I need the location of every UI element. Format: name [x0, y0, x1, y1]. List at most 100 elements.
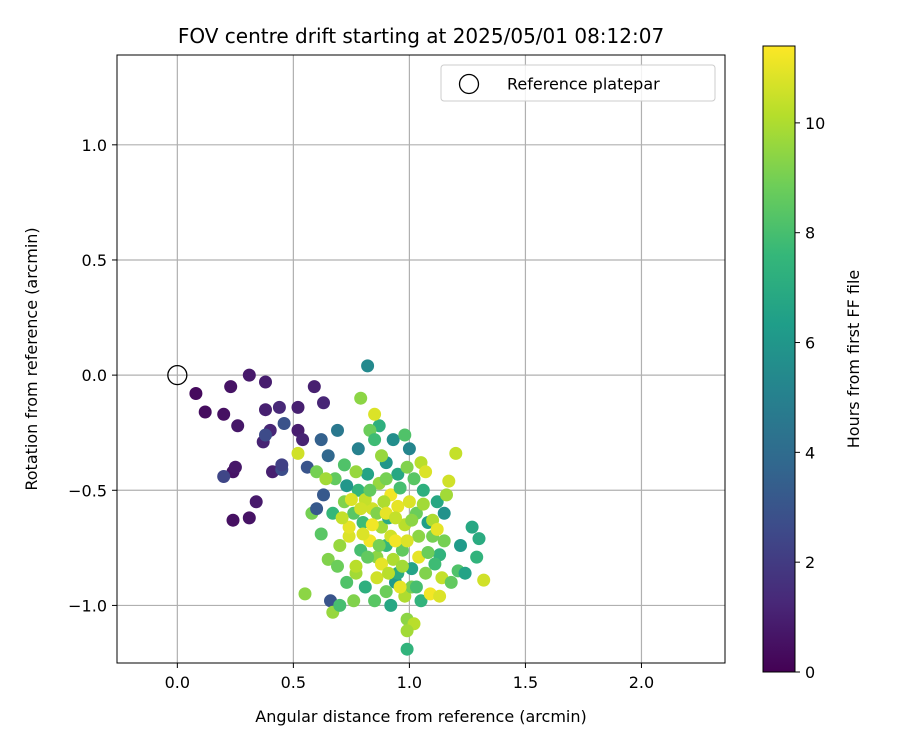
data-point — [444, 575, 458, 589]
data-point — [454, 539, 467, 552]
data-point — [384, 598, 398, 612]
data-point — [356, 527, 370, 541]
data-point — [310, 502, 324, 516]
data-point — [398, 428, 412, 442]
data-point — [291, 446, 305, 460]
data-point — [472, 532, 486, 546]
data-point — [319, 472, 333, 486]
colorbar-tick-label: 4 — [805, 443, 815, 462]
data-point — [400, 642, 414, 656]
data-point — [272, 400, 286, 414]
data-point — [259, 375, 272, 389]
data-point — [407, 472, 421, 486]
data-point — [361, 550, 375, 564]
data-point — [368, 594, 382, 608]
data-point — [405, 513, 419, 527]
data-point — [402, 495, 416, 509]
data-point — [224, 380, 238, 394]
x-axis-label: Angular distance from reference (arcmin) — [255, 707, 586, 726]
colorbar-tick-label: 2 — [805, 553, 815, 572]
data-point — [342, 520, 356, 534]
data-point — [307, 380, 321, 394]
data-point — [321, 552, 335, 566]
colorbar: 0 2 4 6 8 10 Hours from first FF file — [762, 45, 863, 682]
data-point — [391, 467, 405, 481]
colorbar-tick-label: 10 — [805, 114, 825, 133]
data-point — [393, 481, 407, 495]
data-point — [337, 458, 351, 472]
data-point — [379, 472, 393, 486]
data-point — [395, 559, 409, 573]
data-point — [242, 511, 256, 525]
data-point — [333, 598, 347, 612]
data-point — [349, 465, 363, 479]
legend-box — [440, 64, 716, 102]
data-point — [298, 587, 312, 601]
data-point — [351, 483, 365, 497]
data-point — [249, 495, 263, 509]
y-tick-label: −1.0 — [68, 596, 107, 615]
data-point — [331, 559, 344, 573]
y-tick-label: −0.5 — [68, 481, 107, 500]
data-points — [189, 359, 491, 656]
y-tick-label: 1.0 — [82, 136, 107, 155]
data-point — [382, 566, 395, 580]
data-point — [368, 407, 382, 421]
data-point — [389, 511, 402, 525]
data-point — [458, 566, 472, 580]
data-point — [365, 518, 379, 532]
reference-platepar-marker — [167, 364, 188, 386]
colorbar-fill — [763, 46, 795, 672]
data-point — [328, 472, 342, 486]
data-point — [386, 552, 400, 566]
data-point — [386, 433, 400, 447]
data-point — [414, 594, 428, 608]
data-point — [391, 499, 405, 513]
x-tick-label: 1.0 — [397, 673, 422, 692]
y-tick-label: 0.0 — [82, 366, 107, 385]
data-point — [412, 529, 426, 543]
data-point — [375, 449, 388, 463]
data-point — [440, 488, 453, 502]
data-point — [400, 460, 414, 474]
data-point — [217, 470, 231, 483]
legend: Reference platepar — [440, 64, 716, 102]
data-point — [375, 557, 388, 571]
data-point — [317, 488, 330, 502]
data-point — [259, 428, 272, 442]
data-point — [361, 467, 375, 481]
data-point — [377, 495, 391, 509]
plot-area-frame — [116, 54, 726, 664]
data-point — [226, 513, 240, 527]
data-point — [340, 575, 354, 589]
y-axis-label: Rotation from reference (arcmin) — [22, 227, 41, 490]
data-point — [259, 403, 272, 417]
data-point — [314, 433, 328, 447]
data-point — [379, 585, 393, 599]
data-point — [393, 580, 407, 594]
data-point — [430, 495, 444, 509]
data-point — [333, 539, 347, 552]
data-point — [217, 407, 231, 421]
x-tick-label: 0.5 — [281, 673, 306, 692]
data-point — [331, 423, 344, 437]
x-tick-label: 0.0 — [165, 673, 190, 692]
data-point — [354, 502, 368, 516]
data-point — [416, 483, 430, 497]
x-tick-label: 1.5 — [513, 673, 538, 692]
data-point — [349, 559, 363, 573]
data-point — [409, 580, 423, 594]
data-point — [321, 449, 335, 463]
y-axis-ticks: −1.0 −0.5 0.0 0.5 1.0 — [68, 136, 117, 615]
colorbar-ticks: 0 2 4 6 8 10 — [795, 114, 825, 682]
data-point — [389, 534, 402, 548]
data-point — [370, 506, 384, 520]
data-point — [419, 566, 433, 580]
data-point — [430, 522, 444, 536]
data-point — [340, 479, 354, 493]
data-point — [370, 571, 384, 585]
colorbar-frame — [762, 45, 796, 673]
colorbar-tick-label: 8 — [805, 224, 815, 243]
data-point — [228, 460, 242, 474]
